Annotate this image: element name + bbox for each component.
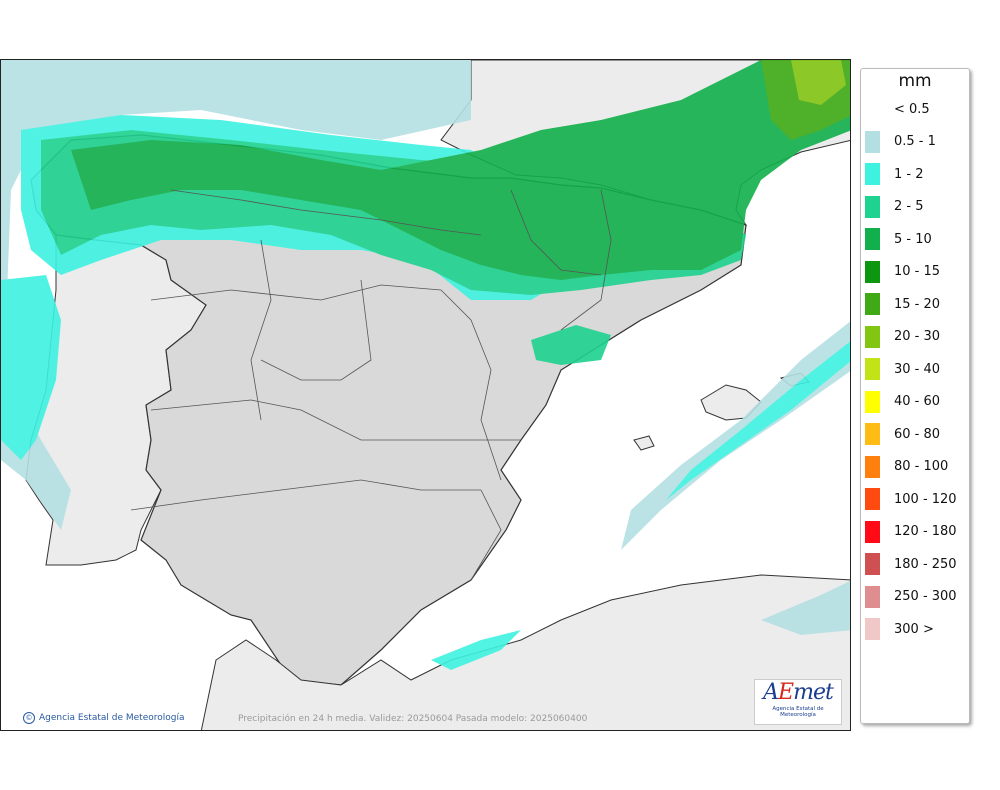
precip-0.5-1 xyxy=(1,60,471,530)
legend-item: 20 - 30 xyxy=(865,325,941,348)
region-borders xyxy=(130,189,612,581)
legend-swatch xyxy=(865,195,880,218)
legend-swatch xyxy=(865,163,880,185)
legend-label: 180 - 250 xyxy=(894,556,957,572)
legend-label: 250 - 300 xyxy=(894,589,957,604)
credit-line: © Agencia Estatal de Meteorología xyxy=(23,712,185,724)
legend-item: 40 - 60 xyxy=(865,390,941,413)
legend-item: 100 - 120 xyxy=(865,488,957,510)
legend-item: 0.5 - 1 xyxy=(865,130,936,153)
precip-1-2-west xyxy=(1,275,61,460)
precip-south-east xyxy=(761,580,850,635)
copyright-icon: © xyxy=(23,712,35,724)
legend-swatch xyxy=(865,488,880,510)
legend: mm < 0.5 0.5 - 1 1 - 2 2 - 5 5 - 10 10 - 15 15… xyxy=(860,68,970,724)
legend-item: 1 - 2 xyxy=(865,163,924,185)
precipitation-map: © Agencia Estatal de Meteorología Precip… xyxy=(0,59,851,731)
map-canvas xyxy=(1,60,850,730)
ibiza xyxy=(633,435,655,451)
legend-label: 10 - 15 xyxy=(894,264,941,279)
logo-word: AEmet xyxy=(763,680,834,705)
legend-label: 40 - 60 xyxy=(894,394,941,409)
legend-label: 0.5 - 1 xyxy=(894,134,936,149)
legend-label: 300 > xyxy=(894,621,934,637)
legend-item: 300 > xyxy=(865,618,934,640)
legend-swatch xyxy=(865,390,880,413)
legend-label: 100 - 120 xyxy=(894,491,957,507)
legend-label: 60 - 80 xyxy=(894,426,941,442)
legend-item: 2 - 5 xyxy=(865,195,924,218)
legend-item: < 0.5 xyxy=(865,98,930,120)
legend-swatch xyxy=(865,585,880,608)
legend-swatch xyxy=(865,98,880,120)
legend-label: 80 - 100 xyxy=(894,459,949,474)
legend-label: 1 - 2 xyxy=(894,166,924,182)
legend-swatch xyxy=(865,228,880,250)
legend-swatch xyxy=(865,325,880,348)
legend-swatch xyxy=(865,358,880,380)
legend-item: 120 - 180 xyxy=(865,520,957,543)
legend-swatch xyxy=(865,455,880,478)
legend-item: 30 - 40 xyxy=(865,358,940,380)
legend-swatch xyxy=(865,130,880,153)
legend-swatch xyxy=(865,520,880,543)
legend-item: 5 - 10 xyxy=(865,228,932,250)
map-caption: Precipitación en 24 h media. Validez: 20… xyxy=(238,714,588,724)
legend-label: 2 - 5 xyxy=(894,199,924,214)
legend-label: 15 - 20 xyxy=(894,296,941,312)
precip-med-1-2 xyxy=(666,341,850,500)
precip-alboran xyxy=(431,630,521,670)
legend-item: 10 - 15 xyxy=(865,260,941,283)
legend-item: 80 - 100 xyxy=(865,455,949,478)
precip-20-30 xyxy=(791,60,846,105)
legend-item: 60 - 80 xyxy=(865,423,940,445)
logo-subtitle: Agencia Estatal de Meteorología xyxy=(772,706,824,718)
legend-item: 15 - 20 xyxy=(865,293,940,315)
legend-swatch xyxy=(865,618,880,640)
legend-label: 5 - 10 xyxy=(894,231,932,247)
precip-5-10 xyxy=(71,60,850,280)
aemet-logo: AEmet Agencia Estatal de Meteorología xyxy=(754,679,842,725)
legend-swatch xyxy=(865,553,880,575)
precipitation-field xyxy=(1,60,850,670)
legend-item: 180 - 250 xyxy=(865,553,957,575)
legend-label: < 0.5 xyxy=(894,101,930,117)
legend-swatch xyxy=(865,260,880,283)
precip-east-patch xyxy=(531,325,611,365)
legend-swatch xyxy=(865,293,880,315)
legend-swatch xyxy=(865,423,880,445)
legend-unit: mm xyxy=(898,71,932,91)
credit-text: Agencia Estatal de Meteorología xyxy=(39,713,185,723)
legend-item: 250 - 300 xyxy=(865,585,957,608)
legend-label: 30 - 40 xyxy=(894,361,941,377)
legend-label: 120 - 180 xyxy=(894,524,957,539)
legend-label: 20 - 30 xyxy=(894,329,941,344)
